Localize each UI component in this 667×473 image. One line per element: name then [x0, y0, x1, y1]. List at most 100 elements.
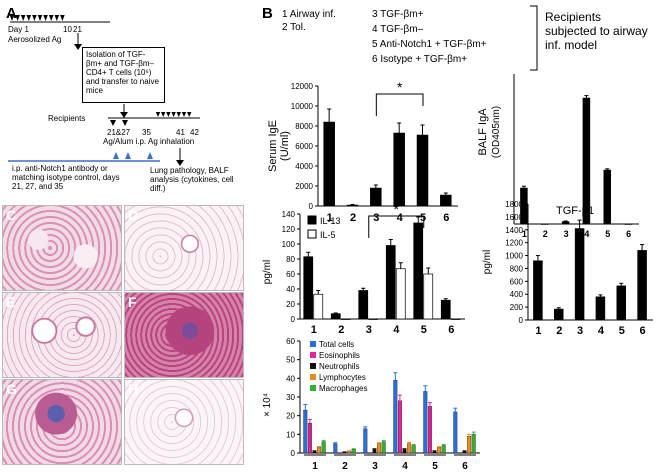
x-tick-label: 1 — [535, 325, 541, 337]
y-tick-label: 8000 — [295, 122, 313, 131]
bar — [323, 121, 335, 207]
x-tick-label: 1 — [522, 229, 527, 239]
bar — [423, 273, 434, 320]
y-tick-label: 2000 — [295, 182, 313, 191]
aerosol-arrow — [15, 15, 20, 21]
bar — [637, 250, 647, 321]
legend-swatch — [310, 385, 316, 391]
y-tick-label: 1400 — [505, 226, 523, 235]
y-tick-label: 200 — [510, 303, 524, 312]
inhalation-arrow — [181, 112, 187, 117]
x-tick-label: 2 — [543, 229, 548, 239]
bar — [395, 268, 406, 320]
day21-label-top: 21 — [73, 25, 82, 34]
significance-bracket — [368, 215, 425, 238]
x-tick-label: 3 — [577, 325, 583, 337]
aerosol-arrow — [48, 15, 54, 21]
bar — [330, 313, 341, 320]
group-1-label: 1 Airway inf. — [282, 9, 336, 20]
aerosol-arrows — [9, 15, 65, 21]
y-tick-label: 0 — [291, 315, 296, 324]
x-tick-label: 3 — [564, 229, 569, 239]
bar — [372, 449, 377, 454]
tgf-b1-chart: 0 200 400 600 800 1000 1200 1400 1600 1800 1 2 3 4 5 6 p… — [482, 200, 653, 337]
photo-d: D — [124, 205, 244, 291]
lung-note: Lung pathology, BALF analysis (cytokines… — [150, 166, 245, 196]
x-tick-label: 2 — [342, 461, 348, 472]
bar — [440, 299, 451, 320]
photo-g-letter: G — [6, 381, 17, 397]
days-21-27-label: 21&27 — [107, 128, 131, 137]
y-axis-label: pg/ml — [482, 250, 493, 274]
legend-label: Lymphocytes — [319, 373, 366, 382]
y-tick-label: 1800 — [505, 200, 523, 209]
bar — [407, 443, 412, 454]
y-tick-label: 20 — [286, 300, 295, 309]
bar — [595, 296, 606, 321]
aerosol-arrow — [9, 15, 15, 21]
x-tick-label: 2 — [338, 324, 344, 336]
x-tick-label: 5 — [432, 461, 438, 472]
bar — [441, 445, 446, 454]
ag-inhalation-label: Ag inhalation — [148, 137, 195, 146]
bar — [393, 132, 405, 207]
x-tick-label: 6 — [626, 229, 631, 239]
x-tick-label: 3 — [372, 461, 378, 472]
y-axis-label: × 10⁴ — [262, 393, 273, 417]
legend-label: IL-5 — [320, 230, 336, 240]
legend-label: IL-13 — [320, 216, 341, 226]
inhalation-arrow — [171, 112, 176, 117]
y-tick-label: 6000 — [295, 142, 313, 151]
group-2-label: 2 Tol. — [282, 22, 306, 33]
day41-label: 41 — [176, 128, 185, 137]
y-tick-label: 10 — [286, 430, 295, 439]
significance-star: * — [397, 79, 403, 95]
group-4-label: 4 TGF-βm– — [372, 24, 424, 35]
bar — [312, 450, 317, 454]
bar — [624, 223, 632, 225]
y-tick-label: 100 — [282, 240, 296, 249]
day42-label: 42 — [190, 128, 199, 137]
y-tick-label: 800 — [510, 264, 524, 273]
aerosol-arrow — [20, 15, 26, 21]
y-tick-label: 60 — [286, 270, 295, 279]
y-tick-label: 0 — [291, 449, 296, 458]
x-tick-label: 5 — [421, 324, 427, 336]
bar — [307, 422, 312, 454]
bar — [393, 380, 398, 454]
aerosol-arrow — [26, 15, 32, 21]
aerosol-arrow — [37, 15, 43, 21]
x-tick-label: 2 — [350, 212, 356, 224]
bar — [616, 285, 626, 321]
ag-alum-label: Ag/Alum i.p. — [103, 137, 147, 146]
bar — [363, 428, 368, 454]
legend-label: Macrophages — [319, 384, 367, 393]
x-tick-label: 4 — [598, 325, 605, 337]
y-tick-label: 20 — [286, 412, 295, 421]
y-axis-unit: (U/ml) — [279, 131, 291, 161]
isolation-box: Isolation of TGF-βm+ and TGF-βm– CD4+ T … — [82, 47, 165, 103]
bar — [368, 318, 379, 320]
photo-c: C — [2, 205, 122, 291]
photo-h: H — [124, 379, 244, 465]
y-tick-label: 0 — [519, 316, 524, 325]
bar — [303, 409, 308, 454]
bar — [317, 447, 322, 454]
balf-iga-chart: 1 2 3 4 5 6 BALF IgA (OD405nm) — [477, 74, 639, 239]
bar — [423, 391, 428, 454]
y-tick-label: 40 — [286, 285, 295, 294]
bar — [303, 256, 314, 320]
bar — [321, 441, 326, 454]
y-axis-label: pg/ml — [262, 260, 273, 284]
lung-note-text: Lung pathology, BALF analysis (cytokines… — [150, 166, 234, 193]
legend-label: Neutrophils — [319, 362, 359, 371]
inhalation-arrow — [166, 112, 171, 117]
x-tick-label: 5 — [605, 229, 610, 239]
panel-b-letter: B — [262, 5, 273, 22]
chart-title: TGF-β1 — [556, 205, 594, 217]
group-3-label: 3 TGF-βm+ — [372, 9, 424, 20]
bar — [413, 222, 424, 320]
bar — [337, 452, 342, 454]
significance-bracket — [375, 93, 424, 116]
